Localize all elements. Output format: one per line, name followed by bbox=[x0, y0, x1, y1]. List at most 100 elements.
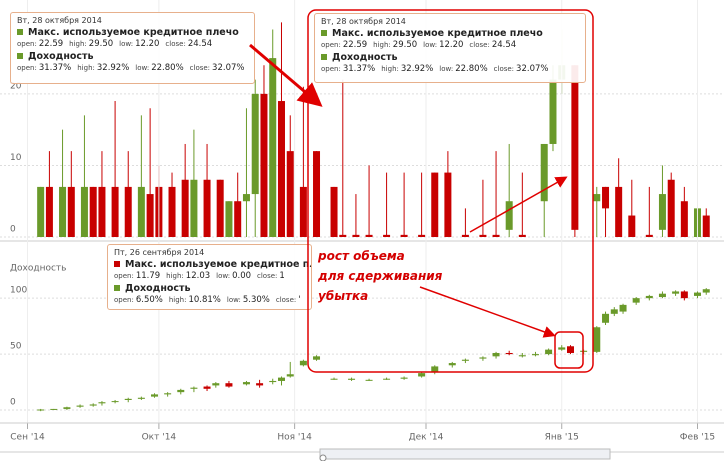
y-tick-label: 10 bbox=[10, 153, 22, 163]
candle-body bbox=[190, 179, 198, 237]
v: 32.07% bbox=[212, 63, 245, 73]
candle-body bbox=[299, 360, 307, 366]
candle-body bbox=[203, 179, 211, 237]
candle-body bbox=[164, 393, 172, 395]
v: 22.59 bbox=[342, 40, 368, 50]
candle-body bbox=[461, 234, 469, 237]
candle-body bbox=[492, 352, 500, 357]
candle-body bbox=[400, 377, 408, 379]
candle-body bbox=[545, 349, 553, 355]
candle-body bbox=[431, 172, 439, 237]
candle-body bbox=[593, 194, 601, 202]
candle-body bbox=[431, 366, 439, 373]
candle-body bbox=[558, 347, 566, 350]
n: Доходность bbox=[114, 283, 305, 294]
candle-body bbox=[645, 295, 653, 299]
candle-body bbox=[89, 404, 97, 406]
candle-body bbox=[277, 377, 285, 381]
candle-body bbox=[531, 354, 539, 356]
k: open: bbox=[321, 65, 341, 73]
k: close: bbox=[165, 40, 186, 48]
k: close: bbox=[189, 64, 211, 72]
candle-body bbox=[615, 186, 623, 237]
y-axis-label: Доходность bbox=[10, 264, 66, 274]
candle-body bbox=[242, 382, 250, 385]
d: Пт, 26 сентября 2014 bbox=[114, 248, 205, 257]
candle-body bbox=[269, 380, 277, 383]
candle-body bbox=[418, 373, 426, 377]
v: ' bbox=[298, 295, 301, 305]
candle-body bbox=[313, 356, 321, 360]
note-line: убытка bbox=[318, 289, 369, 303]
candle-body bbox=[277, 101, 285, 237]
candle-body bbox=[549, 79, 557, 144]
v: 6.50% bbox=[135, 295, 163, 305]
candle-body bbox=[566, 346, 574, 353]
candle-body bbox=[216, 179, 224, 237]
candle-body bbox=[518, 355, 526, 357]
candle-body bbox=[461, 359, 469, 361]
tooltip: Вт, 28 октября 2014 Макс. используемое кр… bbox=[314, 13, 586, 83]
k: close: bbox=[469, 41, 490, 49]
candle-body bbox=[63, 407, 71, 409]
y-tick-label: 0 bbox=[10, 225, 16, 235]
candle-body bbox=[269, 58, 277, 237]
v: 29.50 bbox=[88, 39, 114, 49]
note-line: для сдерживания bbox=[318, 269, 443, 283]
n: Доходность bbox=[17, 51, 248, 62]
k: low: bbox=[226, 296, 241, 304]
candle-body bbox=[111, 401, 119, 403]
candle-body bbox=[146, 194, 154, 237]
candle-body bbox=[313, 151, 321, 237]
candle-body bbox=[580, 350, 588, 352]
candle-body bbox=[479, 357, 487, 359]
f: open: 22.59 high: 29.50 low: 12.20 close: 24.54 bbox=[321, 40, 579, 50]
candle-body bbox=[619, 304, 627, 312]
k: low: bbox=[135, 64, 150, 72]
k: high: bbox=[168, 296, 187, 304]
v: 29.50 bbox=[392, 40, 418, 50]
k: open: bbox=[17, 40, 37, 48]
candle-body bbox=[225, 383, 233, 387]
x-tick-label: Дек '14 bbox=[409, 433, 444, 443]
candle-body bbox=[365, 379, 373, 381]
candle-body bbox=[37, 186, 45, 237]
v: 32.92% bbox=[96, 63, 130, 73]
v: 22.80% bbox=[151, 63, 184, 73]
v: 24.54 bbox=[491, 40, 517, 50]
candle-body bbox=[242, 194, 250, 202]
candle-body bbox=[505, 201, 513, 230]
candle-body bbox=[59, 186, 67, 237]
tooltip: Вт, 28 октября 2014 Макс. используемое кр… bbox=[10, 12, 255, 84]
candle-body bbox=[67, 186, 75, 237]
candle-body bbox=[234, 201, 242, 237]
candle-body bbox=[645, 234, 653, 237]
tooltip: Пт, 26 сентября 2014 Макс. используемое к… bbox=[107, 244, 312, 310]
k: close: bbox=[257, 272, 278, 280]
candle-body bbox=[365, 234, 373, 237]
k: low: bbox=[423, 41, 438, 49]
candle-body bbox=[348, 378, 356, 380]
candle-body bbox=[190, 387, 198, 389]
candle-body bbox=[286, 151, 294, 237]
candle-body bbox=[330, 378, 338, 380]
annotation: рост объема для сдерживания убытка bbox=[318, 246, 442, 306]
d: Вт, 28 октября 2014 bbox=[321, 17, 406, 26]
candle-body bbox=[212, 383, 220, 386]
candle-body bbox=[693, 292, 701, 296]
n: Макс. используемое кредитное плечо bbox=[17, 27, 248, 38]
candle-body bbox=[610, 309, 618, 314]
y-tick-label: 20 bbox=[10, 81, 22, 91]
candle-body bbox=[124, 398, 132, 400]
candle-body bbox=[672, 291, 680, 294]
x-tick-label: Окт '14 bbox=[142, 433, 177, 443]
k: open: bbox=[114, 272, 134, 280]
d: Вт, 28 октября 2014 bbox=[17, 16, 102, 25]
k: high: bbox=[77, 64, 95, 72]
x-tick-label: Сен '14 bbox=[10, 433, 45, 443]
candle-body bbox=[50, 408, 58, 410]
v: 31.37% bbox=[342, 64, 376, 74]
k: high: bbox=[381, 65, 399, 73]
y-tick-label: 0 bbox=[10, 398, 16, 408]
v: 12.03 bbox=[185, 271, 211, 281]
